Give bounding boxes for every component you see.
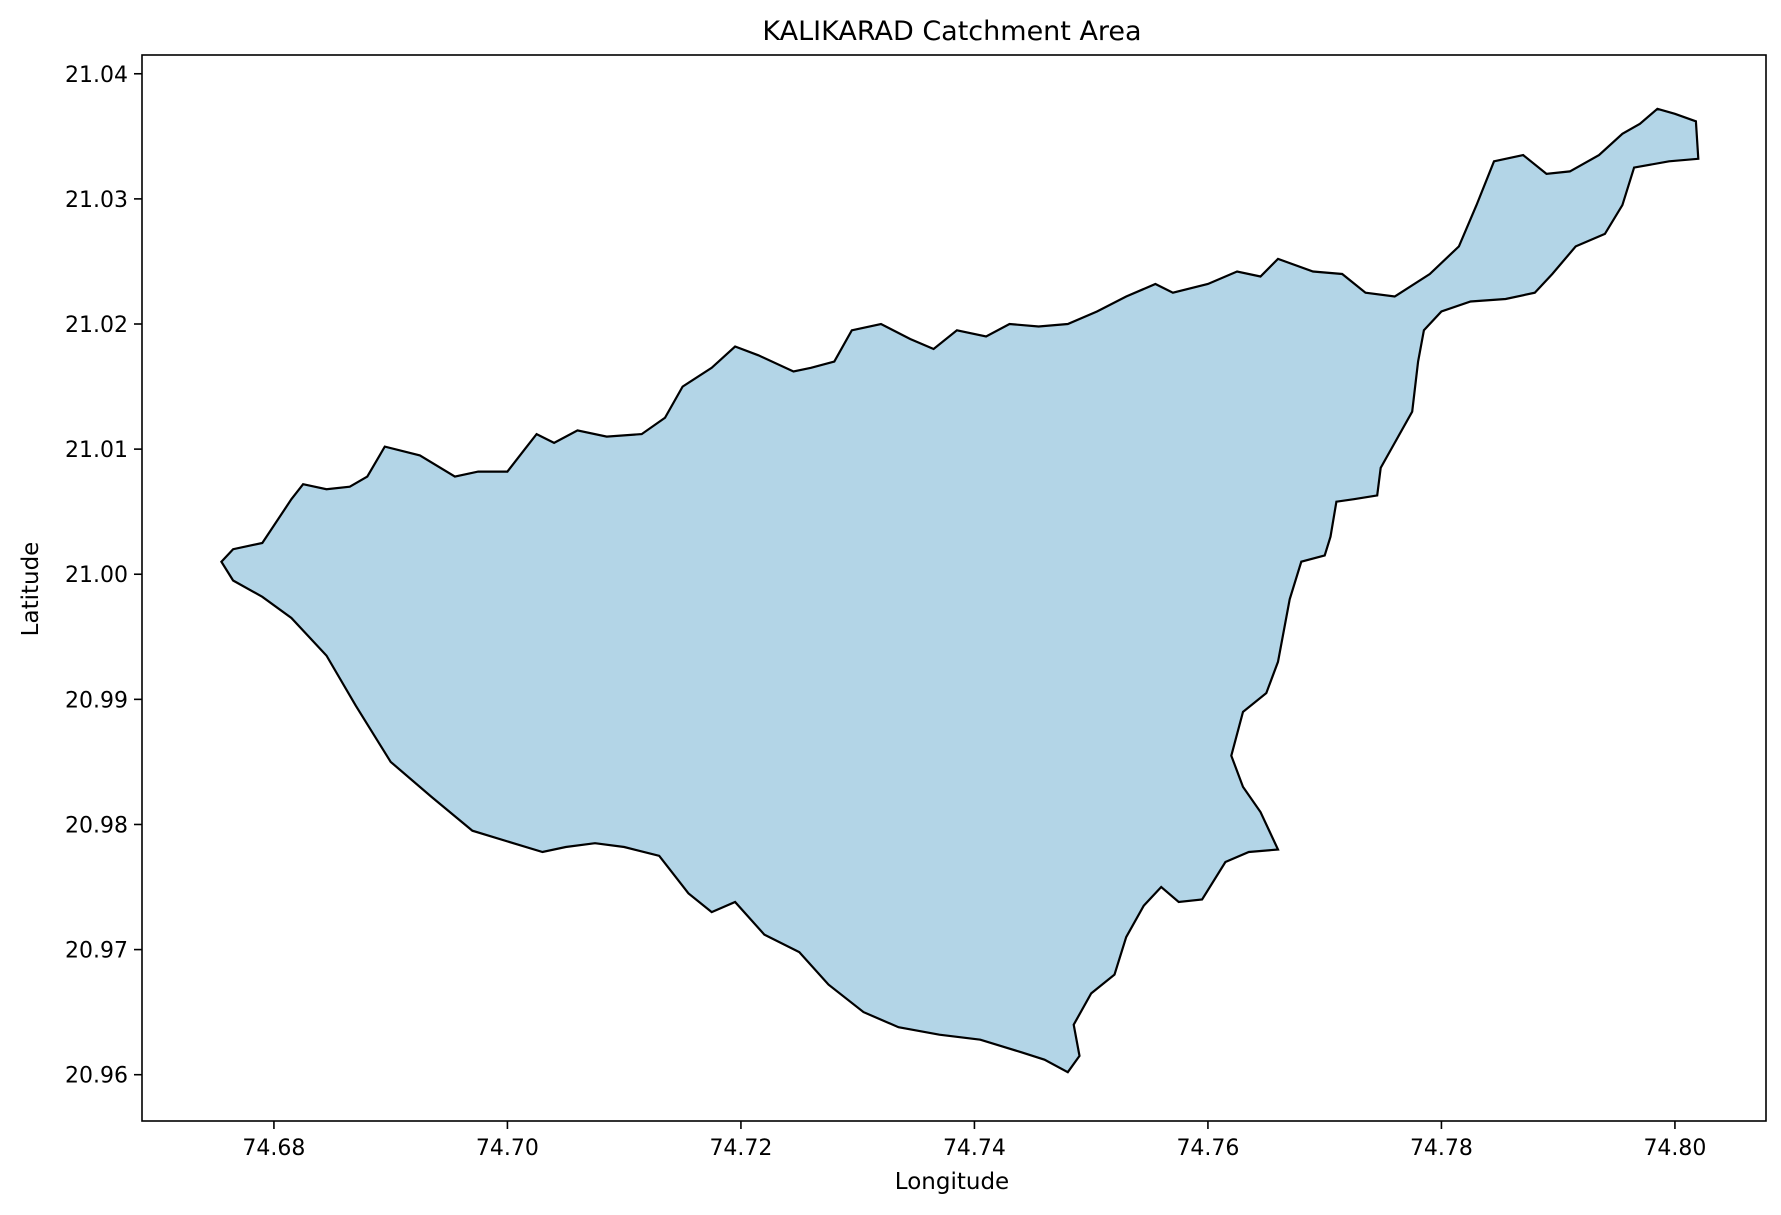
y-tick-label: 20.99: [65, 688, 128, 713]
x-tick-label: 74.76: [1176, 1136, 1239, 1161]
y-tick-label: 20.98: [65, 813, 128, 838]
y-tick-label: 21.03: [65, 188, 128, 213]
y-tick-label: 20.97: [65, 939, 128, 964]
x-tick-label: 74.68: [242, 1136, 305, 1161]
x-tick-label: 74.72: [709, 1136, 772, 1161]
y-tick-label: 20.96: [65, 1064, 128, 1089]
x-axis-ticks: 74.68 74.70 74.72 74.74 74.76 74.78 74.80: [242, 1121, 1706, 1161]
axes-frame: [141, 54, 1767, 1122]
x-tick-label: 74.70: [476, 1136, 539, 1161]
axes: 74.68 74.70 74.72 74.74 74.76 74.78 74.80 20.9…: [65, 54, 1767, 1161]
y-axis-ticks: 20.96 20.97 20.98 20.99 21.00 21.01 21.02 21.03…: [65, 63, 142, 1089]
y-axis-label: Latitude: [18, 542, 44, 637]
x-tick-label: 74.74: [943, 1136, 1006, 1161]
catchment-polygon: [220, 107, 1700, 1074]
chart-title: KALIKARAD Catchment Area: [762, 16, 1141, 47]
x-axis-label: Longitude: [895, 1169, 1009, 1195]
y-tick-label: 21.04: [65, 63, 128, 88]
x-tick-label: 74.78: [1410, 1136, 1473, 1161]
x-tick-label: 74.80: [1643, 1136, 1706, 1161]
y-tick-label: 21.00: [65, 563, 128, 588]
y-tick-label: 21.01: [65, 438, 128, 463]
y-tick-label: 21.02: [65, 313, 128, 338]
